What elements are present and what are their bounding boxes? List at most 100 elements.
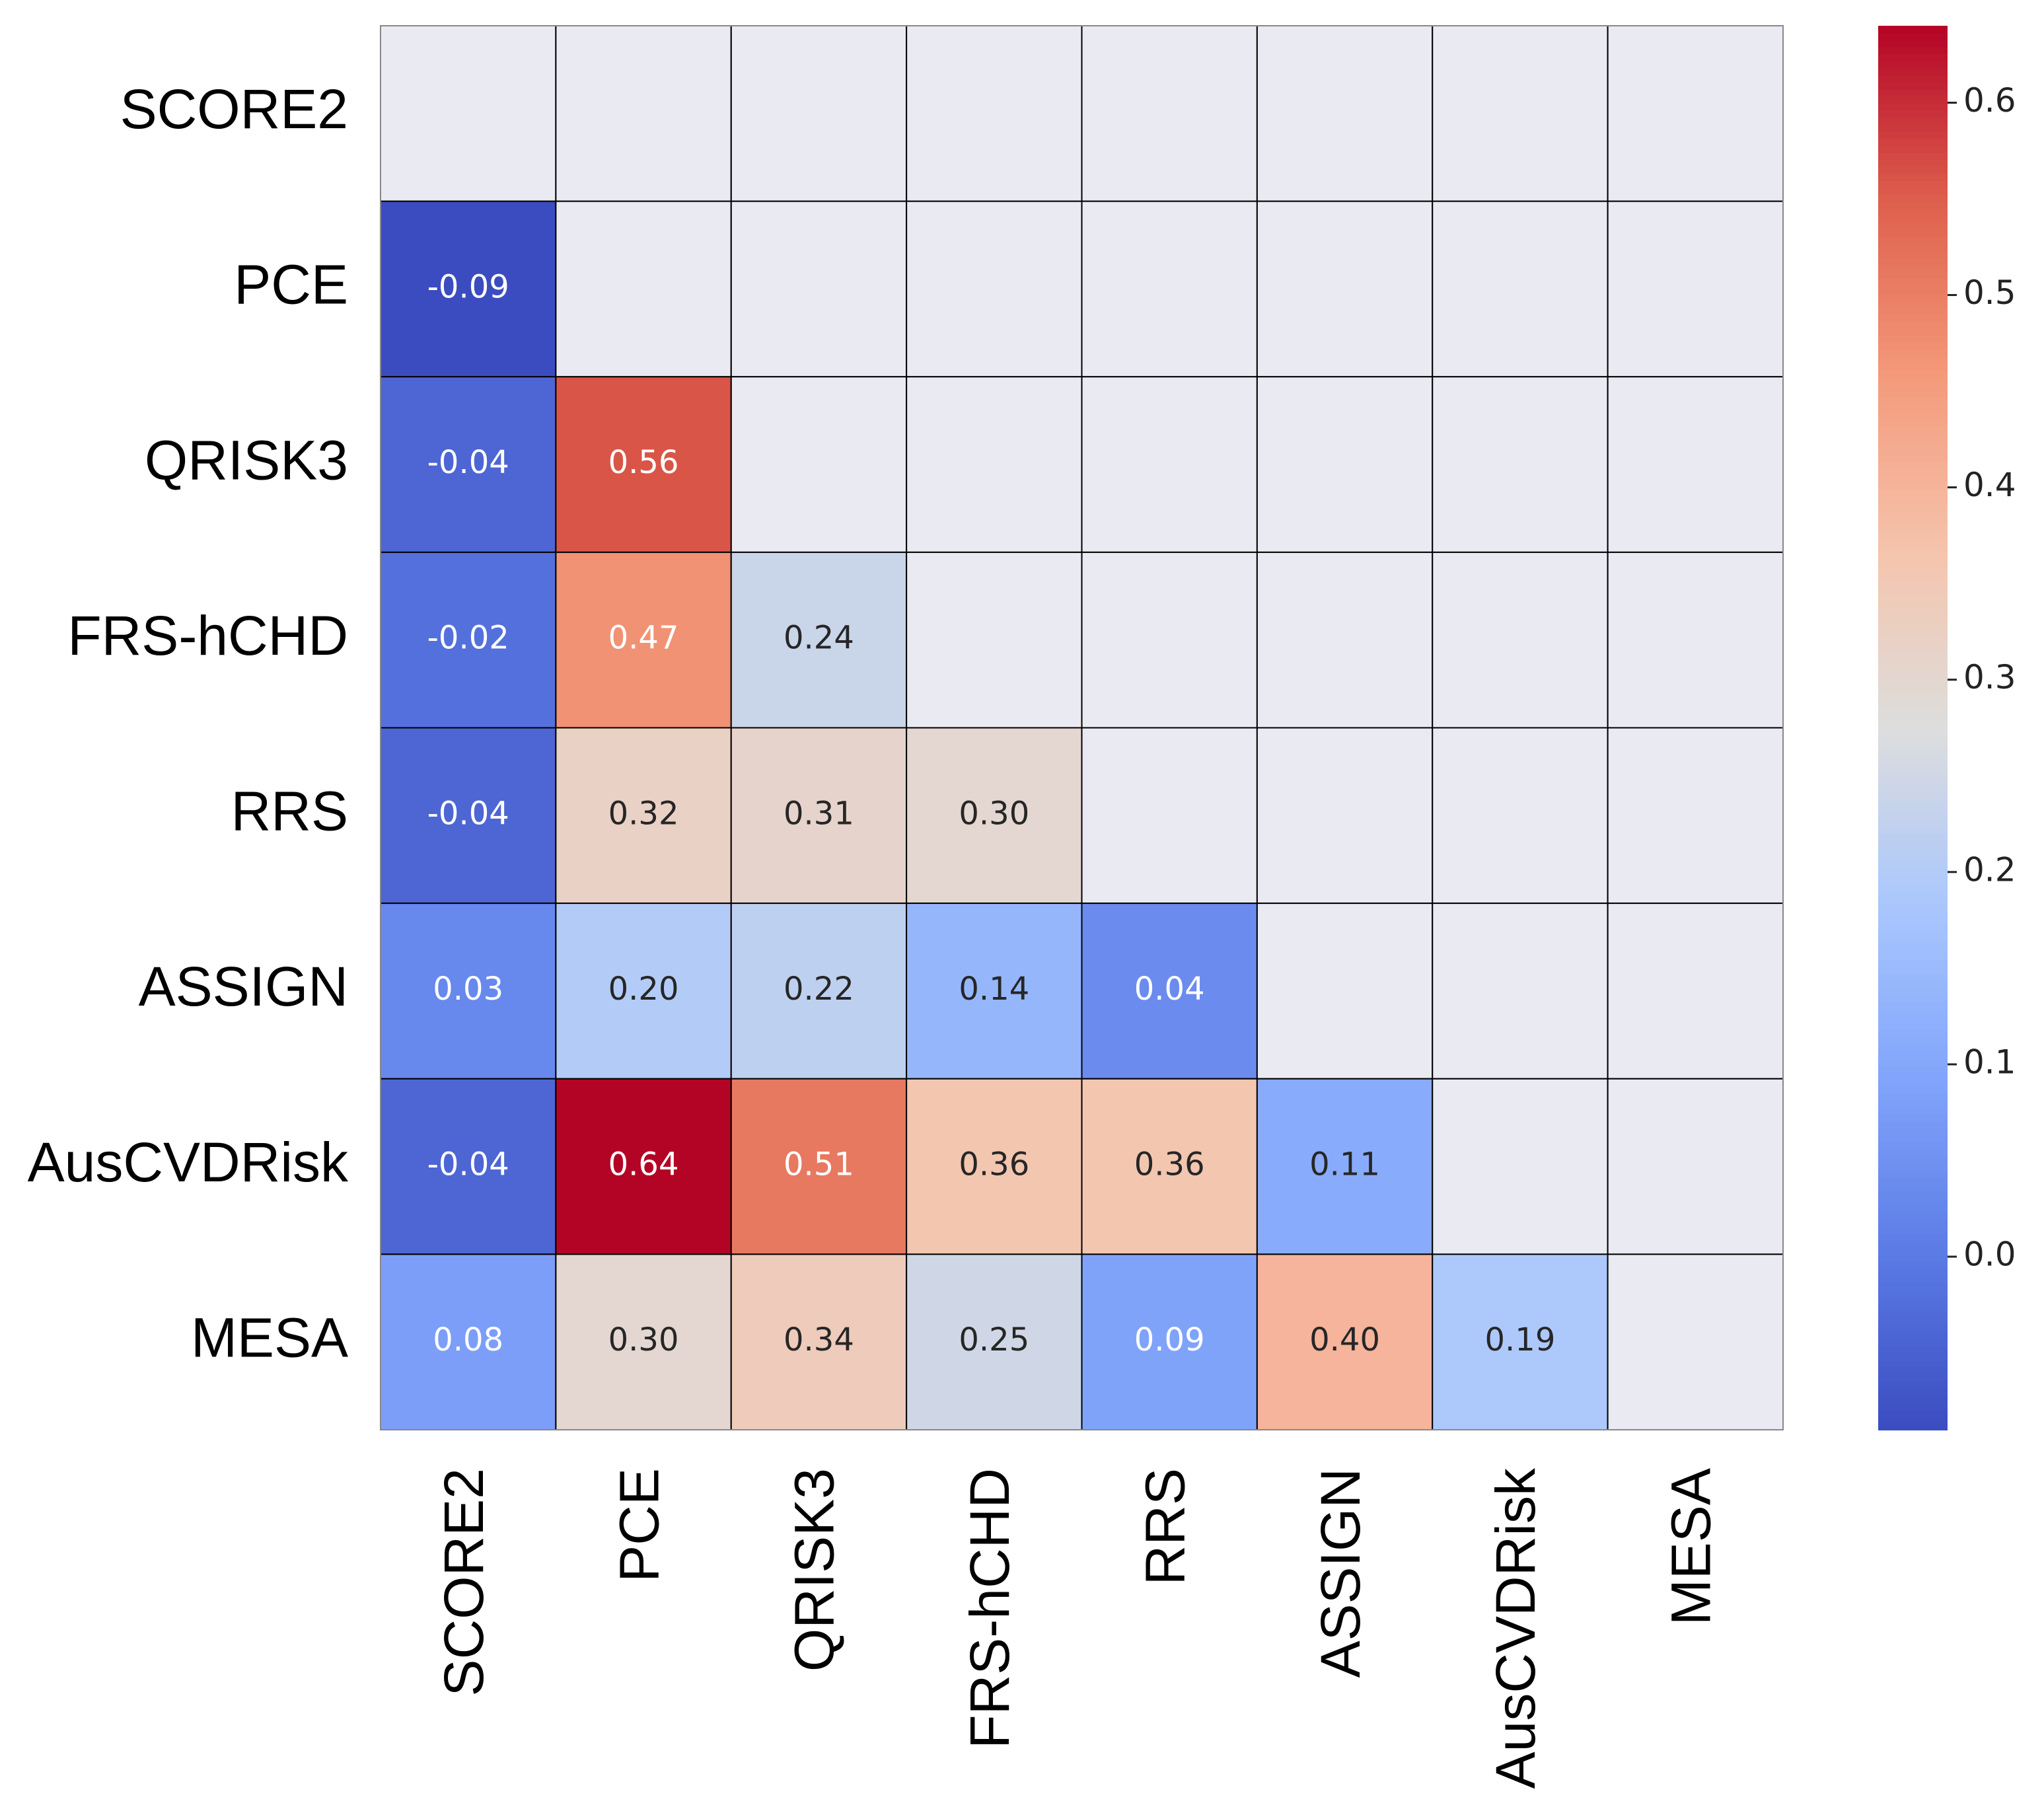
masked-cell (1607, 200, 1784, 378)
colorbar-segment (1878, 419, 1948, 427)
masked-cell (1081, 551, 1258, 729)
colorbar-segment (1878, 510, 1948, 518)
cell-label: 0.03 (433, 971, 503, 1008)
colorbar-segment (1878, 1296, 1948, 1304)
masked-cell (1607, 376, 1784, 553)
colorbar-segment (1878, 131, 1948, 139)
cell-label: 0.24 (784, 620, 854, 657)
colorbar-segment (1878, 32, 1948, 41)
cell (555, 727, 732, 905)
colorbar-segment (1878, 40, 1948, 48)
colorbar-segment (1878, 1359, 1948, 1368)
colorbar-segment (1878, 1163, 1948, 1171)
colorbar-segment (1878, 1016, 1948, 1023)
colorbar-segment (1878, 608, 1948, 616)
colorbar-segment (1878, 96, 1948, 104)
colorbar-segment (1878, 468, 1948, 476)
colorbar-segment (1878, 945, 1948, 953)
masked-cell (1607, 25, 1784, 202)
masked-cell (1607, 903, 1784, 1080)
colorbar-segment (1878, 54, 1948, 62)
colorbar-segment (1878, 1113, 1948, 1122)
cell-label: 0.08 (433, 1321, 503, 1358)
x-tick-label: QRISK3 (784, 1468, 846, 1672)
colorbar-segment (1878, 1219, 1948, 1227)
cell-label: 0.47 (608, 620, 679, 657)
cell (380, 1253, 557, 1430)
colorbar-tick-label: 0.6 (1963, 81, 2016, 120)
colorbar-segment (1878, 819, 1948, 827)
masked-cell (1432, 903, 1609, 1080)
cell (1432, 1253, 1609, 1430)
colorbar-segment (1878, 1331, 1948, 1339)
colorbar-segment (1878, 1310, 1948, 1318)
colorbar-segment (1878, 938, 1948, 946)
colorbar-segment (1878, 629, 1948, 638)
colorbar-segment (1878, 454, 1948, 462)
masked-cell (1432, 727, 1609, 905)
colorbar-segment (1878, 243, 1948, 251)
y-tick-label: MESA (191, 1306, 348, 1368)
colorbar-segment (1878, 622, 1948, 630)
cell (555, 903, 732, 1080)
colorbar-segment (1878, 545, 1948, 553)
colorbar-segment (1878, 320, 1948, 328)
colorbar-segment (1878, 1128, 1948, 1136)
cell (1256, 1078, 1434, 1255)
cell-label: 0.64 (608, 1146, 679, 1183)
colorbar-segment (1878, 489, 1948, 497)
colorbar-segment (1878, 222, 1948, 231)
cell-label: 0.04 (1134, 971, 1205, 1008)
x-tick-label: MESA (1660, 1468, 1722, 1625)
cell (906, 903, 1083, 1080)
colorbar-segment (1878, 1226, 1948, 1234)
cell (380, 376, 557, 553)
y-tick-label: PCE (234, 254, 348, 316)
colorbar-segment (1878, 559, 1948, 568)
colorbar-segment (1878, 650, 1948, 659)
colorbar-segment (1878, 102, 1948, 111)
colorbar-segment (1878, 587, 1948, 595)
masked-cell (906, 200, 1083, 378)
colorbar-segment (1878, 398, 1948, 406)
colorbar-segment (1878, 987, 1948, 996)
colorbar-segment (1878, 692, 1948, 700)
masked-cell (1256, 903, 1434, 1080)
colorbar-segment (1878, 566, 1948, 574)
colorbar-segment (1878, 1121, 1948, 1129)
colorbar-segment (1878, 1057, 1948, 1066)
masked-cell (1432, 551, 1609, 729)
colorbar-segment (1878, 299, 1948, 307)
colorbar-segment (1878, 236, 1948, 244)
colorbar-segment (1878, 173, 1948, 181)
colorbar-segment (1878, 496, 1948, 504)
colorbar-segment (1878, 847, 1948, 855)
cell-label: 0.51 (784, 1146, 854, 1183)
colorbar-segment (1878, 875, 1948, 883)
colorbar-segment (1878, 180, 1948, 188)
colorbar-segment (1878, 679, 1948, 686)
colorbar-segment (1878, 524, 1948, 532)
masked-cell (730, 376, 908, 553)
colorbar-segment (1878, 26, 1948, 34)
colorbar-segment (1878, 1198, 1948, 1206)
masked-cell (1081, 25, 1258, 202)
masked-cell (730, 25, 908, 202)
colorbar-segment (1878, 348, 1948, 357)
colorbar-segment (1878, 1338, 1948, 1347)
masked-cell (1432, 376, 1609, 553)
colorbar-segment (1878, 1268, 1948, 1276)
colorbar-segment (1878, 1142, 1948, 1150)
colorbar-segment (1878, 1078, 1948, 1087)
colorbar-tick-label: 0.0 (1963, 1236, 2016, 1274)
colorbar-segment (1878, 538, 1948, 546)
colorbar-segment (1878, 89, 1948, 97)
colorbar-segment (1878, 812, 1948, 820)
colorbar-segment (1878, 278, 1948, 287)
cell (730, 903, 908, 1080)
colorbar-segment (1878, 1233, 1948, 1241)
colorbar-segment (1878, 980, 1948, 988)
colorbar-segment (1878, 194, 1948, 202)
cell (555, 551, 732, 729)
